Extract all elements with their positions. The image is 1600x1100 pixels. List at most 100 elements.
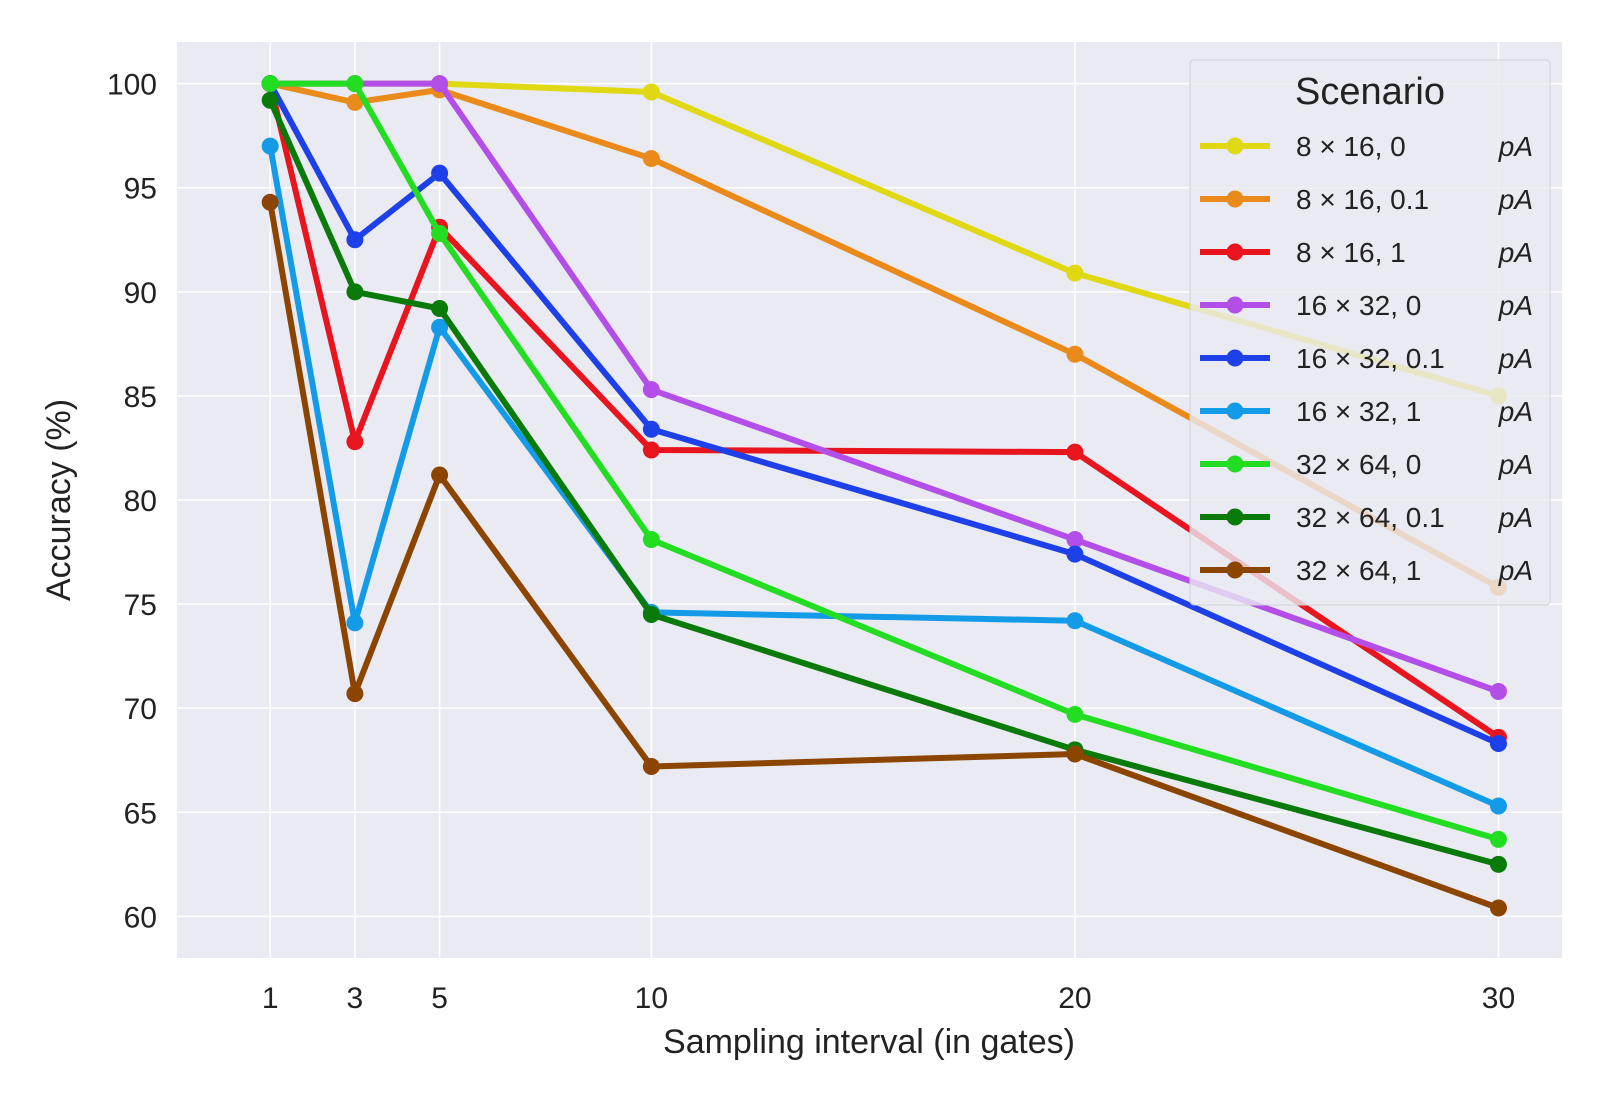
x-axis-ticks: 1 3 5 10 20 30	[262, 982, 1515, 1015]
data-point	[431, 75, 449, 93]
data-point	[261, 75, 279, 93]
data-point	[1066, 345, 1084, 363]
series-line	[267, 80, 1502, 747]
legend-swatch-marker	[1226, 243, 1244, 261]
legend-item: 32 × 64, 0 pA	[1200, 449, 1533, 480]
data-point	[261, 91, 279, 109]
series-line	[267, 80, 1502, 741]
legend-label: 16 × 32, 1	[1296, 396, 1421, 427]
data-point	[431, 164, 449, 182]
x-tick-label: 1	[262, 982, 279, 1015]
legend-label: 16 × 32, 0.1	[1296, 343, 1445, 374]
series-9	[261, 193, 1507, 917]
x-tick-label: 30	[1482, 982, 1515, 1015]
series-line	[267, 97, 1502, 868]
data-point	[1066, 705, 1084, 723]
series-layer	[261, 75, 1507, 917]
data-point	[642, 757, 660, 775]
data-point	[431, 318, 449, 336]
data-point	[1066, 443, 1084, 461]
legend-swatch-marker	[1226, 190, 1244, 208]
legend-unit: pA	[1498, 343, 1533, 374]
legend-item: 16 × 32, 0.1 pA	[1200, 343, 1533, 374]
legend-unit: pA	[1498, 502, 1533, 533]
y-axis-ticks: 60 65 70 75 80 85 90 95 100	[107, 69, 157, 935]
y-tick-label: 75	[124, 589, 157, 622]
legend-item: 16 × 32, 1 pA	[1200, 396, 1533, 427]
data-point	[346, 75, 364, 93]
data-point	[1066, 531, 1084, 549]
data-point	[346, 283, 364, 301]
legend-unit: pA	[1498, 396, 1533, 427]
data-point	[642, 441, 660, 459]
legend-label: 8 × 16, 0.1	[1296, 184, 1429, 215]
x-tick-label: 3	[347, 982, 364, 1015]
data-point	[346, 231, 364, 249]
legend-unit: pA	[1498, 184, 1533, 215]
x-axis-label: Sampling interval (in gates)	[663, 1023, 1075, 1061]
data-point	[346, 685, 364, 703]
y-tick-label: 85	[124, 381, 157, 414]
data-point	[1066, 612, 1084, 630]
legend-unit: pA	[1498, 290, 1533, 321]
data-point	[261, 137, 279, 155]
data-point	[1066, 745, 1084, 763]
data-point	[431, 225, 449, 243]
y-tick-label: 70	[124, 693, 157, 726]
legend-item: 32 × 64, 0.1 pA	[1200, 502, 1533, 533]
data-point	[1489, 683, 1507, 701]
legend-box	[1189, 59, 1551, 606]
series-line	[267, 143, 1502, 809]
data-point	[346, 93, 364, 111]
data-point	[261, 193, 279, 211]
data-point	[642, 531, 660, 549]
y-axis-label: Accuracy (%)	[40, 399, 78, 601]
y-tick-label: 65	[124, 797, 157, 830]
data-point	[1489, 855, 1507, 873]
legend-unit: pA	[1498, 555, 1533, 586]
legend-swatch-marker	[1226, 561, 1244, 579]
data-point	[642, 420, 660, 438]
series-7	[261, 75, 1507, 848]
legend-unit: pA	[1498, 131, 1533, 162]
y-tick-label: 90	[124, 277, 157, 310]
x-tick-label: 20	[1058, 982, 1091, 1015]
legend-swatch-marker	[1226, 137, 1244, 155]
y-tick-label: 60	[124, 901, 157, 934]
legend-unit: pA	[1498, 449, 1533, 480]
series-line	[267, 199, 1502, 911]
data-point	[431, 466, 449, 484]
legend-item: 8 × 16, 1 pA	[1200, 237, 1533, 268]
legend-swatch-marker	[1226, 508, 1244, 526]
legend-item: 32 × 64, 1 pA	[1200, 555, 1533, 586]
data-point	[642, 83, 660, 101]
legend-label: 16 × 32, 0	[1296, 290, 1421, 321]
data-point	[1489, 735, 1507, 753]
data-point	[1066, 264, 1084, 282]
legend-item: 8 × 16, 0.1 pA	[1200, 184, 1533, 215]
data-point	[1489, 830, 1507, 848]
data-point	[642, 381, 660, 399]
legend-unit: pA	[1498, 237, 1533, 268]
x-tick-label: 5	[431, 982, 448, 1015]
legend-item: 8 × 16, 0 pA	[1200, 131, 1533, 162]
legend-label: 8 × 16, 0	[1296, 131, 1406, 162]
x-tick-label: 10	[635, 982, 668, 1015]
legend-label: 32 × 64, 0.1	[1296, 502, 1445, 533]
data-point	[1489, 899, 1507, 917]
data-point	[1066, 545, 1084, 563]
data-point	[1489, 797, 1507, 815]
legend-label: 8 × 16, 1	[1296, 237, 1406, 268]
legend-swatch-marker	[1226, 296, 1244, 314]
legend: Scenario 8 × 16, 0 pA8 × 16, 0.1 pA8 × 16,…	[1189, 59, 1551, 606]
data-point	[346, 614, 364, 632]
legend-label: 32 × 64, 0	[1296, 449, 1421, 480]
legend-title: Scenario	[1295, 71, 1445, 113]
data-point	[642, 150, 660, 168]
data-point	[642, 606, 660, 623]
legend-swatch-marker	[1226, 402, 1244, 420]
y-tick-label: 100	[107, 69, 157, 102]
series-line	[267, 80, 1502, 843]
legend-swatch-marker	[1226, 455, 1244, 473]
